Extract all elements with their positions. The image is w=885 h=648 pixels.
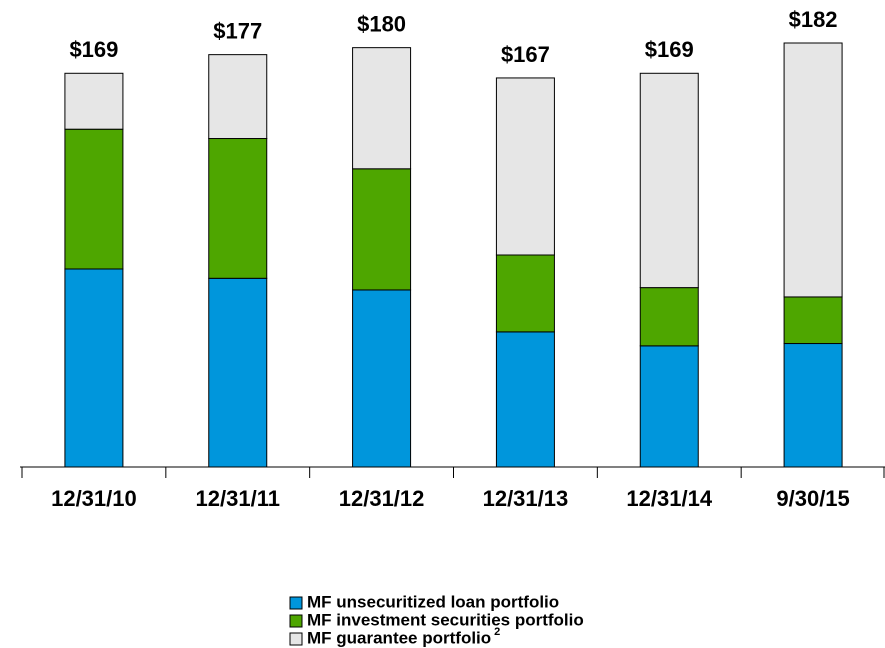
x-tick-label: 12/31/12 bbox=[339, 486, 425, 511]
total-label: $167 bbox=[501, 42, 550, 67]
bar-segment bbox=[64, 72, 124, 130]
total-label: $182 bbox=[789, 7, 838, 32]
bar-segment bbox=[64, 128, 124, 270]
total-label: $169 bbox=[645, 37, 694, 62]
total-label: $180 bbox=[357, 11, 406, 36]
legend-label: MF unsecuritized loan portfolio bbox=[307, 592, 559, 611]
bar-segment bbox=[208, 277, 268, 468]
x-tick-label: 12/31/10 bbox=[51, 486, 137, 511]
legend-label: MF investment securities portfolio bbox=[307, 610, 584, 629]
bar-segment bbox=[64, 268, 124, 468]
x-tick-label: 12/31/11 bbox=[196, 486, 280, 511]
legend-footnote: 2 bbox=[494, 626, 500, 638]
total-label: $169 bbox=[69, 37, 118, 62]
bar-segment bbox=[352, 168, 412, 291]
bar-segment bbox=[783, 42, 843, 298]
total-label: $177 bbox=[213, 18, 262, 43]
bar-segment bbox=[783, 296, 843, 345]
bar-segment bbox=[639, 287, 699, 347]
legend-swatch bbox=[289, 632, 303, 646]
bar-segment bbox=[783, 343, 843, 468]
x-tick-label: 9/30/15 bbox=[776, 486, 849, 511]
bar-segment bbox=[639, 72, 699, 289]
legend-swatch bbox=[289, 596, 303, 610]
bar-segment bbox=[352, 47, 412, 170]
bar-segment bbox=[639, 345, 699, 468]
bar-segment bbox=[495, 77, 555, 256]
legend-label: MF guarantee portfolio 2 bbox=[307, 626, 500, 648]
bar-segment bbox=[208, 54, 268, 140]
bar-segment bbox=[208, 138, 268, 279]
bar-segment bbox=[352, 289, 412, 468]
x-tick-label: 12/31/13 bbox=[483, 486, 569, 511]
bar-segment bbox=[495, 331, 555, 468]
bar-segment bbox=[495, 254, 555, 333]
legend-swatch bbox=[289, 614, 303, 628]
x-tick-label: 12/31/14 bbox=[626, 486, 712, 511]
